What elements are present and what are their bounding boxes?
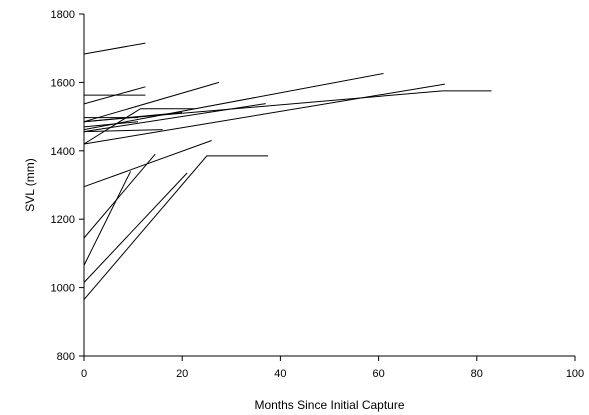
x-tick-label: 40	[274, 368, 286, 380]
series-line-13	[83, 90, 492, 123]
y-tick-label: 1800	[51, 9, 75, 21]
series-layer	[83, 42, 492, 300]
axes-layer: 800 1000 1200 1400 1600 1800 0 20 40 60 80 100	[51, 9, 585, 380]
series-line-5	[83, 73, 384, 131]
y-axis-title: SVL (mm)	[23, 158, 37, 212]
x-tick-label: 100	[566, 368, 584, 380]
x-axis-title: Months Since Initial Capture	[254, 398, 404, 412]
x-tick-label: 80	[471, 368, 483, 380]
series-line-17	[83, 172, 188, 283]
series-line-18	[83, 155, 269, 300]
series-line-3	[83, 86, 146, 105]
series-line-12	[83, 121, 139, 128]
y-tick-label: 1200	[51, 214, 75, 226]
series-line-15	[83, 153, 156, 239]
series-line-1	[83, 42, 146, 55]
x-tick-label: 60	[372, 368, 384, 380]
x-tick-label: 0	[81, 368, 87, 380]
series-line-11	[83, 129, 163, 133]
x-tick-label: 20	[176, 368, 188, 380]
y-tick-label: 1400	[51, 146, 75, 158]
y-tick-label: 800	[57, 351, 75, 363]
series-line-7	[83, 108, 195, 145]
y-tick-label: 1600	[51, 77, 75, 89]
y-tick-label: 1000	[51, 283, 75, 295]
series-line-16	[83, 171, 132, 266]
series-line-6	[83, 83, 445, 145]
series-line-4	[83, 81, 220, 123]
